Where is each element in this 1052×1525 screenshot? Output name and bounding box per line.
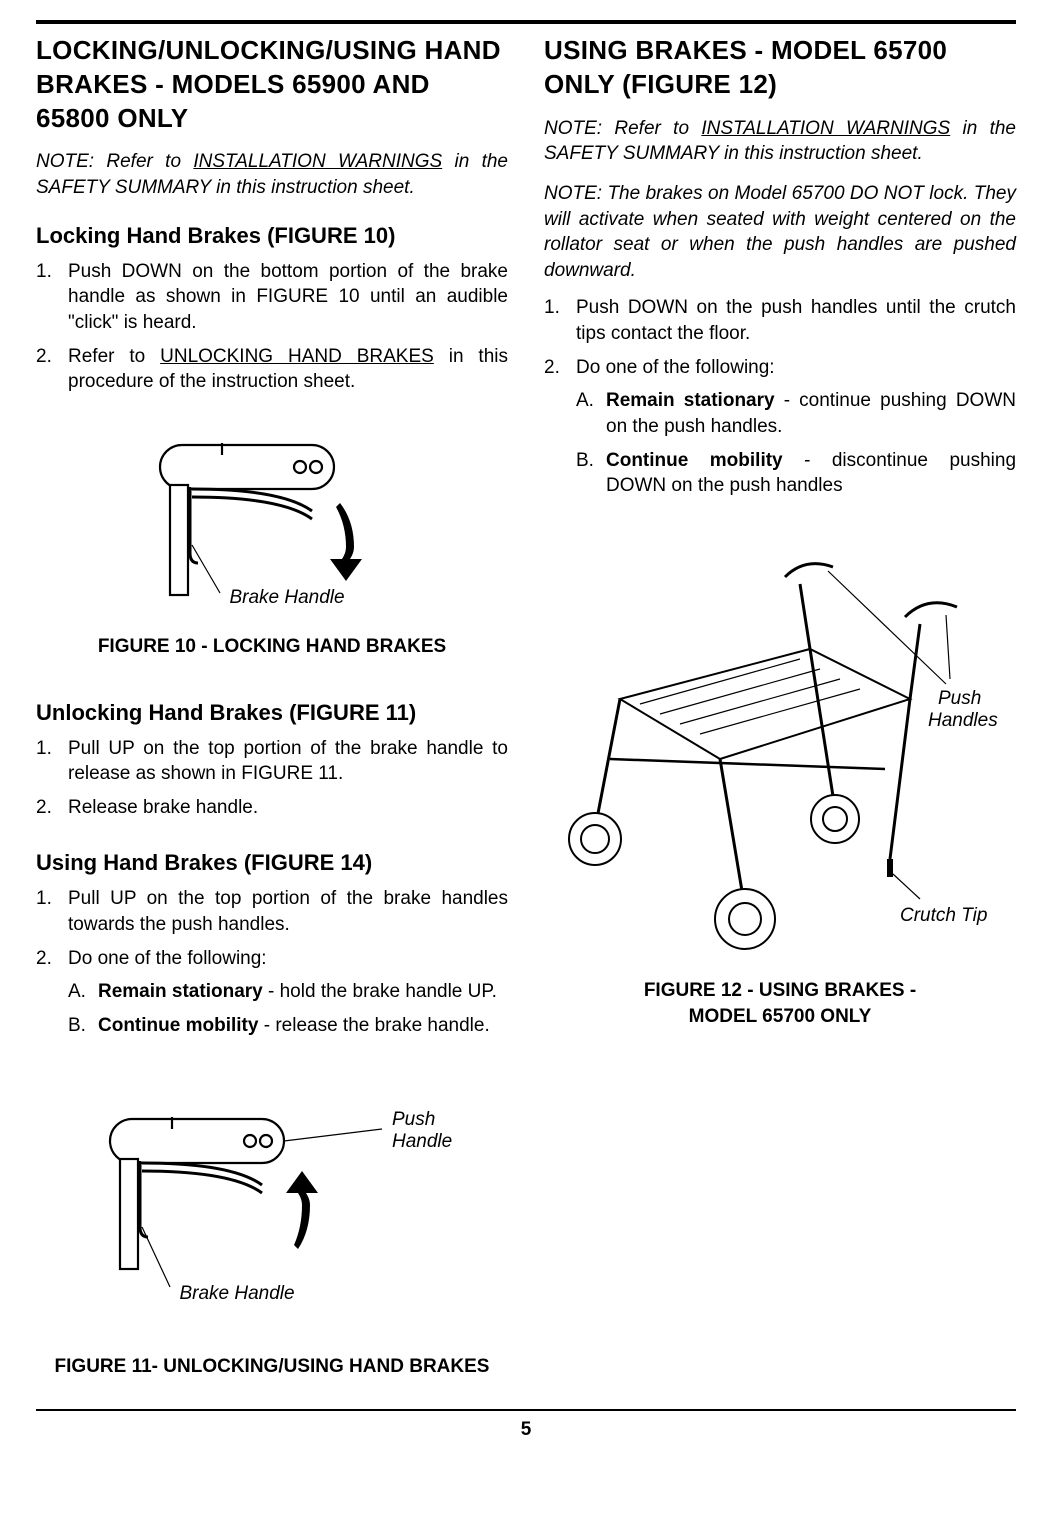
figure-11-caption: FIGURE 11- UNLOCKING/USING HAND BRAKES bbox=[36, 1354, 508, 1380]
bold-label: Remain stationary bbox=[98, 981, 263, 1002]
step-text: Do one of the following: A.Remain statio… bbox=[576, 355, 1016, 499]
right-substeps: A.Remain stationary - continue pushing D… bbox=[576, 388, 1016, 499]
list-number: 2. bbox=[36, 344, 68, 395]
caption-line-2: MODEL 65700 ONLY bbox=[689, 1006, 872, 1027]
figure-12: Push Handles Crutch Tip bbox=[544, 529, 1016, 964]
heading-using: Using Hand Brakes (FIGURE 14) bbox=[36, 850, 508, 876]
caption-line-1: FIGURE 12 - USING BRAKES - bbox=[644, 980, 916, 1001]
substep-text: Continue mobility - release the brake ha… bbox=[98, 1013, 508, 1039]
right-column: USING BRAKES - MODEL 65700 ONLY (FIGURE … bbox=[544, 34, 1016, 1379]
list-number: 1. bbox=[544, 295, 576, 346]
fig11-push-label2: Handle bbox=[392, 1131, 452, 1152]
link-text: UNLOCKING HAND BRAKES bbox=[160, 346, 434, 367]
locking-steps: 1.Push DOWN on the bottom portion of the… bbox=[36, 259, 508, 395]
substep-text: Continue mobility - discontinue pushing … bbox=[606, 448, 1016, 499]
fig11-brake-label: Brake Handle bbox=[179, 1283, 294, 1304]
figure-10-caption: FIGURE 10 - LOCKING HAND BRAKES bbox=[36, 634, 508, 660]
text: - release the brake handle. bbox=[258, 1015, 489, 1036]
right-title: USING BRAKES - MODEL 65700 ONLY (FIGURE … bbox=[544, 34, 1016, 102]
step-text: Push DOWN on the bottom portion of the b… bbox=[68, 259, 508, 336]
figure-11: Push Handle Brake Handle bbox=[36, 1089, 508, 1324]
left-column: LOCKING/UNLOCKING/USING HAND BRAKES - MO… bbox=[36, 34, 508, 1379]
brake-handle-down-icon: Brake Handle bbox=[112, 415, 432, 615]
left-title: LOCKING/UNLOCKING/USING HAND BRAKES - MO… bbox=[36, 34, 508, 135]
list-number: 2. bbox=[36, 795, 68, 821]
step-text: Do one of the following: A.Remain statio… bbox=[68, 946, 508, 1039]
fig10-label: Brake Handle bbox=[229, 587, 344, 608]
fig12-push-label-2: Handles bbox=[928, 710, 998, 731]
list-letter: A. bbox=[576, 388, 606, 439]
bold-label: Continue mobility bbox=[606, 450, 783, 471]
note-link: INSTALLATION WARNINGS bbox=[193, 151, 442, 172]
bold-label: Continue mobility bbox=[98, 1015, 258, 1036]
right-note-1: NOTE: Refer to INSTALLATION WARNINGS in … bbox=[544, 116, 1016, 167]
top-rule bbox=[36, 20, 1016, 24]
fig11-push-label: Push bbox=[392, 1109, 435, 1130]
unlocking-steps: 1.Pull UP on the top portion of the brak… bbox=[36, 736, 508, 821]
list-number: 1. bbox=[36, 886, 68, 937]
fig12-push-label-1: Push bbox=[938, 688, 981, 709]
text: Refer to bbox=[68, 346, 160, 367]
substep-text: Remain stationary - continue pushing DOW… bbox=[606, 388, 1016, 439]
brake-handle-up-icon: Push Handle Brake Handle bbox=[62, 1089, 482, 1319]
text: Do one of the following: bbox=[68, 948, 267, 969]
bold-label: Remain stationary bbox=[606, 390, 775, 411]
right-note-2: NOTE: The brakes on Model 65700 DO NOT l… bbox=[544, 181, 1016, 284]
text: Do one of the following: bbox=[576, 357, 775, 378]
note-prefix: NOTE: Refer to bbox=[544, 118, 701, 139]
heading-unlocking: Unlocking Hand Brakes (FIGURE 11) bbox=[36, 700, 508, 726]
list-number: 1. bbox=[36, 736, 68, 787]
right-steps: 1.Push DOWN on the push handles until th… bbox=[544, 295, 1016, 498]
bottom-rule bbox=[36, 1409, 1016, 1411]
note-link: INSTALLATION WARNINGS bbox=[701, 118, 950, 139]
rollator-icon: Push Handles Crutch Tip bbox=[550, 529, 1010, 959]
step-text: Release brake handle. bbox=[68, 795, 508, 821]
left-note: NOTE: Refer to INSTALLATION WARNINGS in … bbox=[36, 149, 508, 200]
step-text: Push DOWN on the push handles until the … bbox=[576, 295, 1016, 346]
figure-12-caption: FIGURE 12 - USING BRAKES - MODEL 65700 O… bbox=[544, 978, 1016, 1029]
step-text: Refer to UNLOCKING HAND BRAKES in this p… bbox=[68, 344, 508, 395]
list-letter: B. bbox=[68, 1013, 98, 1039]
list-number: 2. bbox=[544, 355, 576, 499]
page-number: 5 bbox=[36, 1419, 1016, 1441]
using-substeps: A.Remain stationary - hold the brake han… bbox=[68, 979, 508, 1038]
step-text: Pull UP on the top portion of the brake … bbox=[68, 886, 508, 937]
note-prefix: NOTE: Refer to bbox=[36, 151, 193, 172]
text: - hold the brake handle UP. bbox=[263, 981, 497, 1002]
heading-locking: Locking Hand Brakes (FIGURE 10) bbox=[36, 223, 508, 249]
using-steps: 1.Pull UP on the top portion of the brak… bbox=[36, 886, 508, 1038]
figure-10: Brake Handle bbox=[36, 415, 508, 620]
list-letter: A. bbox=[68, 979, 98, 1005]
fig12-crutch-label: Crutch Tip bbox=[900, 905, 987, 926]
substep-text: Remain stationary - hold the brake handl… bbox=[98, 979, 508, 1005]
list-number: 1. bbox=[36, 259, 68, 336]
list-number: 2. bbox=[36, 946, 68, 1039]
list-letter: B. bbox=[576, 448, 606, 499]
step-text: Pull UP on the top portion of the brake … bbox=[68, 736, 508, 787]
